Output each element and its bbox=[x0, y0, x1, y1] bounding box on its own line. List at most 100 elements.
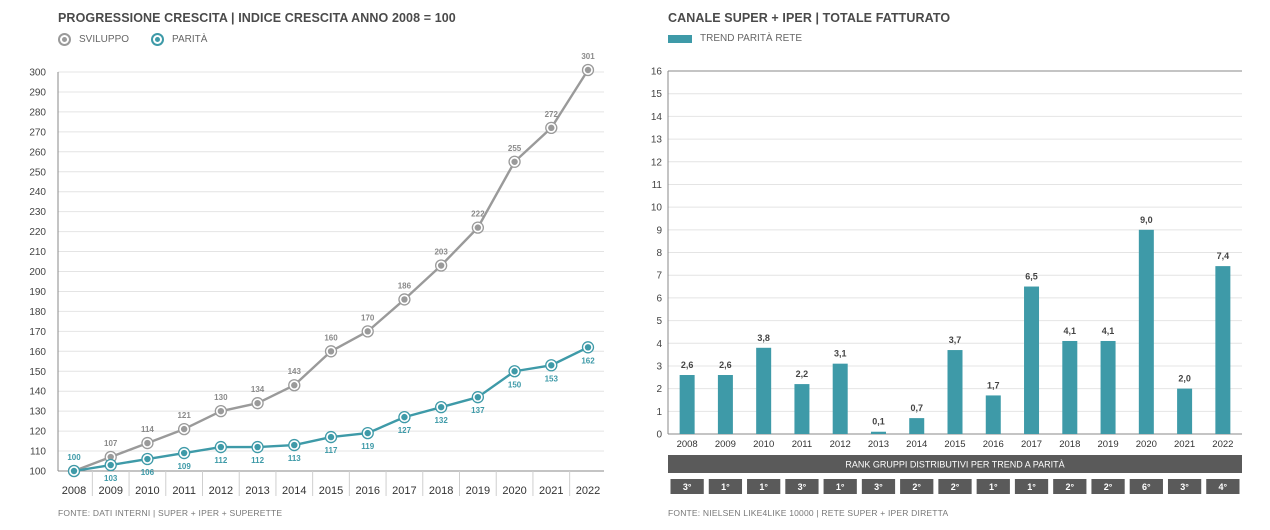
bar-label-2014: 0,7 bbox=[910, 403, 923, 413]
y-tick-label-250: 250 bbox=[29, 167, 46, 178]
x-tick-label-2020: 2020 bbox=[502, 485, 526, 497]
rank-box-2016 bbox=[976, 479, 1010, 494]
bar-2017 bbox=[1024, 286, 1040, 434]
rank-label-2015: 2° bbox=[951, 482, 960, 492]
data-label-parita-2011: 109 bbox=[177, 462, 191, 471]
data-label-parita-2010: 106 bbox=[141, 468, 155, 477]
data-label-parita-2015: 117 bbox=[325, 446, 338, 455]
y-tick-label-5: 5 bbox=[656, 316, 662, 327]
y-tick-label-270: 270 bbox=[29, 127, 46, 138]
rank-box-2008 bbox=[670, 479, 704, 494]
x-tick-label-2009: 2009 bbox=[98, 485, 122, 497]
bar-2009 bbox=[717, 375, 733, 434]
y-tick-label-190: 190 bbox=[29, 287, 46, 298]
point-core-sviluppo-2020 bbox=[511, 158, 518, 165]
rank-label-2011: 3° bbox=[798, 482, 807, 492]
point-core-sviluppo-2018 bbox=[437, 262, 445, 269]
y-tick-label-9: 9 bbox=[656, 225, 662, 236]
x-tick-label-2011: 2011 bbox=[792, 439, 812, 450]
y-tick-label-15: 15 bbox=[651, 89, 663, 100]
data-label-parita-2012: 112 bbox=[214, 456, 227, 465]
legend-swatch-trend bbox=[668, 34, 692, 43]
data-label-parita-2009: 103 bbox=[104, 474, 118, 483]
y-tick-label-100: 100 bbox=[29, 467, 46, 478]
rank-label-2012: 1° bbox=[836, 482, 845, 492]
bar-chart: 0123456789101112131415162,620082,620093,… bbox=[651, 67, 1242, 494]
legend-item-sviluppo: SVILUPPO bbox=[58, 33, 129, 46]
point-core-parita-2009 bbox=[107, 461, 114, 469]
x-tick-label-2019: 2019 bbox=[466, 485, 490, 497]
point-core-parita-2018 bbox=[437, 403, 445, 411]
y-tick-label-7: 7 bbox=[656, 271, 662, 282]
bar-label-2021: 2,0 bbox=[1178, 374, 1191, 384]
x-tick-label-2011: 2011 bbox=[172, 485, 196, 497]
y-tick-label-8: 8 bbox=[656, 248, 662, 259]
data-label-sviluppo-2016: 170 bbox=[361, 313, 375, 322]
x-tick-label-2015: 2015 bbox=[319, 485, 343, 497]
data-label-parita-2013: 112 bbox=[251, 456, 264, 465]
y-tick-label-140: 140 bbox=[29, 387, 46, 398]
y-tick-label-290: 290 bbox=[29, 87, 46, 98]
bar-2019 bbox=[1100, 340, 1116, 434]
bar-label-2010: 3,8 bbox=[757, 333, 770, 343]
legend-marker-sviluppo bbox=[58, 33, 71, 46]
bar-2011 bbox=[794, 384, 810, 434]
rank-box-2020 bbox=[1129, 479, 1163, 494]
bar-2012 bbox=[832, 363, 848, 434]
point-core-parita-2012 bbox=[217, 443, 225, 451]
bar-label-2009: 2,6 bbox=[719, 360, 732, 370]
legend-item-parita: PARITÀ bbox=[151, 33, 207, 46]
y-tick-label-300: 300 bbox=[29, 68, 46, 79]
rank-box-2010 bbox=[747, 479, 781, 494]
x-tick-label-2013: 2013 bbox=[868, 439, 889, 450]
rank-box-2009 bbox=[708, 479, 743, 494]
point-core-sviluppo-2022 bbox=[584, 66, 592, 74]
data-label-parita-2014: 113 bbox=[288, 454, 301, 463]
bar-2008 bbox=[679, 375, 695, 434]
left-chart-title: PROGRESSIONE CRESCITA | INDICE CRESCITA … bbox=[58, 11, 456, 25]
y-tick-label-1: 1 bbox=[656, 407, 662, 418]
x-tick-label-2015: 2015 bbox=[944, 439, 965, 450]
point-core-sviluppo-2012 bbox=[217, 407, 225, 415]
x-tick-label-2012: 2012 bbox=[209, 485, 233, 497]
data-label-sviluppo-2020: 255 bbox=[508, 144, 522, 153]
data-label-parita-2008: 100 bbox=[67, 453, 81, 462]
y-tick-label-160: 160 bbox=[29, 347, 46, 358]
y-tick-label-150: 150 bbox=[29, 367, 46, 378]
bar-label-2011: 2,2 bbox=[796, 369, 809, 379]
rank-label-2020: 6° bbox=[1142, 482, 1151, 492]
right-chart-panel: CANALE SUPER + IPER | TOTALE FATTURATO T… bbox=[640, 0, 1270, 530]
point-core-parita-2011 bbox=[180, 449, 188, 457]
data-label-sviluppo-2019: 222 bbox=[471, 210, 485, 219]
bar-label-2022: 7,4 bbox=[1217, 251, 1230, 261]
point-core-parita-2014 bbox=[291, 441, 298, 449]
x-tick-label-2021: 2021 bbox=[539, 485, 563, 497]
rank-label-2022: 4° bbox=[1219, 482, 1228, 492]
y-tick-label-240: 240 bbox=[29, 187, 46, 198]
x-tick-label-2010: 2010 bbox=[753, 439, 774, 450]
y-tick-label-16: 16 bbox=[651, 67, 663, 78]
data-label-sviluppo-2012: 130 bbox=[214, 393, 228, 402]
legend-label-sviluppo: SVILUPPO bbox=[79, 34, 130, 45]
y-tick-label-4: 4 bbox=[656, 339, 662, 350]
rank-label-2019: 2° bbox=[1104, 482, 1113, 492]
bar-label-2015: 3,7 bbox=[949, 335, 962, 345]
y-tick-label-3: 3 bbox=[656, 361, 662, 372]
point-core-parita-2021 bbox=[548, 362, 555, 369]
y-tick-label-11: 11 bbox=[652, 180, 663, 191]
bar-label-2008: 2,6 bbox=[681, 360, 694, 370]
rank-label-2021: 3° bbox=[1180, 482, 1189, 492]
bar-label-2013: 0,1 bbox=[872, 417, 885, 427]
rank-box-2013 bbox=[861, 479, 896, 494]
x-tick-label-2020: 2020 bbox=[1136, 439, 1157, 450]
point-core-sviluppo-2010 bbox=[144, 439, 151, 447]
data-label-sviluppo-2011: 121 bbox=[177, 411, 191, 420]
rank-box-2011 bbox=[785, 479, 819, 494]
bar-2020 bbox=[1138, 229, 1154, 434]
bar-2010 bbox=[756, 347, 772, 434]
y-tick-label-170: 170 bbox=[29, 327, 46, 338]
rank-label-2009: 1° bbox=[721, 482, 730, 492]
bar-label-2017: 6,5 bbox=[1025, 272, 1038, 282]
data-label-sviluppo-2009: 107 bbox=[104, 439, 118, 448]
x-tick-label-2021: 2021 bbox=[1174, 439, 1195, 450]
